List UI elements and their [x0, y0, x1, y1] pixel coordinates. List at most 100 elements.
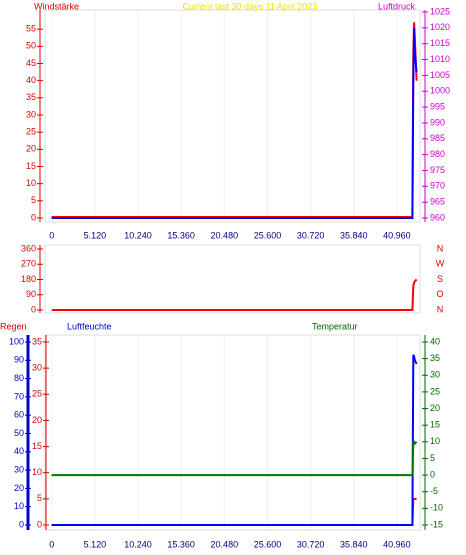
tick-label: 1020 [430, 22, 450, 32]
tick-label: 35 [430, 353, 440, 363]
tick-label: 40 [14, 446, 24, 456]
tick-label: 80 [14, 373, 24, 383]
tick-label: 45 [26, 58, 36, 68]
tick-label: 15 [26, 161, 36, 171]
tick-label: N [437, 304, 444, 314]
series-line [51, 22, 418, 218]
tick-label: 5 [430, 453, 435, 463]
series-line [51, 497, 417, 526]
x-tick-label: 15.360 [167, 539, 195, 549]
series-line [51, 440, 418, 477]
series-name: Regen [0, 321, 27, 331]
tick-label: 20 [430, 403, 440, 413]
x-tick-label: 25.600 [254, 230, 282, 240]
plot-frame [44, 9, 421, 223]
tick-label: 0 [31, 212, 36, 222]
tick-label: 20 [32, 415, 42, 425]
tick-label: 1005 [430, 70, 450, 80]
tick-label: 985 [430, 133, 445, 143]
tick-label: 0 [37, 519, 42, 529]
tick-label: S [437, 274, 443, 284]
tick-label: 25 [430, 386, 440, 396]
tick-label: 90 [26, 289, 36, 299]
tick-label: 50 [14, 428, 24, 438]
tick-label: 995 [430, 101, 445, 111]
series-name: Luftfeuchte [67, 321, 112, 331]
tick-label: 10 [14, 501, 24, 511]
tick-label: 0 [430, 469, 435, 479]
tick-label: 35 [26, 92, 36, 102]
tick-label: 5 [37, 493, 42, 503]
tick-label: 30 [430, 370, 440, 380]
x-tick-label: 0 [49, 230, 54, 240]
tick-label: 1015 [430, 38, 450, 48]
x-tick-label: 20.480 [211, 539, 239, 549]
tick-label: 5 [31, 195, 36, 205]
series-name: Windstärke [34, 1, 79, 11]
tick-label: O [436, 289, 443, 299]
series-name: Luftdruck [378, 1, 416, 11]
tick-label: 960 [430, 212, 445, 222]
x-tick-label: 30.720 [297, 539, 325, 549]
x-tick-label: 40.960 [383, 539, 411, 549]
tick-label: 0 [31, 304, 36, 314]
tick-label: 0 [19, 519, 24, 529]
tick-label: 20 [14, 483, 24, 493]
plot-frame [44, 244, 421, 314]
tick-label: 1000 [430, 86, 450, 96]
tick-label: 25 [26, 127, 36, 137]
tick-label: 180 [21, 274, 36, 284]
series-line [51, 278, 418, 311]
tick-label: N [437, 243, 444, 253]
tick-label: 1025 [430, 6, 450, 16]
tick-label: 20 [26, 144, 36, 154]
tick-label: 10 [32, 467, 42, 477]
tick-label: 270 [21, 259, 36, 269]
tick-label: 360 [21, 243, 36, 253]
tick-label: 60 [14, 410, 24, 420]
tick-label: -15 [430, 519, 443, 529]
tick-label: 100 [9, 336, 24, 346]
x-tick-label: 35.840 [340, 539, 368, 549]
tick-label: 40 [26, 75, 36, 85]
tick-label: 30 [14, 464, 24, 474]
x-tick-label: 40.960 [383, 230, 411, 240]
x-tick-label: 35.840 [340, 230, 368, 240]
x-tick-label: 5.120 [84, 230, 107, 240]
tick-label: 70 [14, 391, 24, 401]
series-line [51, 27, 418, 219]
tick-label: 975 [430, 165, 445, 175]
tick-label: 30 [26, 109, 36, 119]
x-tick-label: 5.120 [84, 539, 107, 549]
tick-label: 965 [430, 197, 445, 207]
tick-label: 10 [26, 178, 36, 188]
chart-title: Current last 30 days 11 April 2023 [183, 1, 318, 11]
plot-frame [44, 334, 421, 531]
tick-label: 40 [430, 336, 440, 346]
tick-label: 50 [26, 41, 36, 51]
tick-label: -5 [430, 486, 438, 496]
tick-label: 30 [32, 363, 42, 373]
tick-label: -10 [430, 503, 443, 513]
tick-label: 35 [32, 336, 42, 346]
tick-label: 15 [430, 420, 440, 430]
x-tick-label: 0 [49, 539, 54, 549]
tick-label: 25 [32, 389, 42, 399]
tick-label: 990 [430, 117, 445, 127]
series-line [51, 354, 418, 526]
tick-label: 970 [430, 181, 445, 191]
x-tick-label: 15.360 [167, 230, 195, 240]
tick-label: 1010 [430, 54, 450, 64]
x-tick-label: 30.720 [297, 230, 325, 240]
series-name: Temperatur [312, 321, 358, 331]
x-tick-label: 20.480 [211, 230, 239, 240]
tick-label: 15 [32, 441, 42, 451]
tick-label: 55 [26, 24, 36, 34]
tick-label: W [436, 259, 445, 269]
tick-label: 10 [430, 436, 440, 446]
x-tick-label: 25.600 [254, 539, 282, 549]
x-tick-label: 10.240 [124, 539, 152, 549]
tick-label: 980 [430, 149, 445, 159]
x-tick-label: 10.240 [124, 230, 152, 240]
